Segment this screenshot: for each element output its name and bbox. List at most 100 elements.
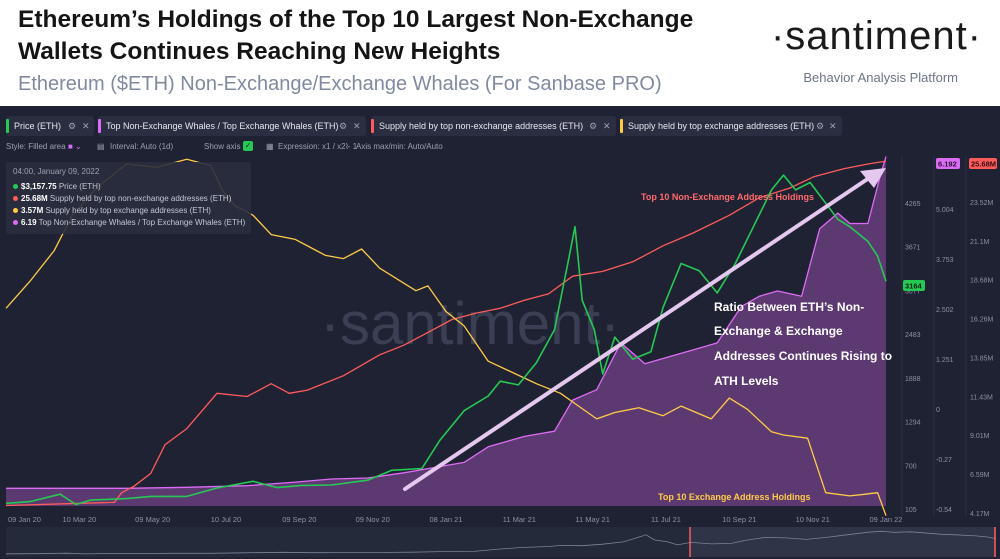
y-tick-label: 9.01M [970, 433, 990, 440]
legend-item-non-exchange[interactable]: Supply held by top non-exchange addresse… [371, 116, 616, 136]
non-exchange-supply-line [5, 160, 887, 507]
settings-icon[interactable]: ⚙ [68, 121, 77, 131]
x-tick-label: 10 Jul 20 [211, 515, 241, 524]
santiment-logo: ·santiment· [770, 14, 982, 58]
price-badge: 3164 [905, 282, 923, 291]
tooltip-label: Supply held by top non-exchange addresse… [49, 194, 232, 203]
tooltip-label: Price (ETH) [58, 182, 101, 191]
y-tick-label: 16.26M [970, 317, 994, 324]
tooltip-value: $3,157.75 [21, 182, 57, 191]
y-tick-label: 3.753 [936, 257, 954, 264]
tooltip-label: Supply held by top exchange addresses (E… [45, 206, 211, 215]
y-tick-label: 105 [905, 507, 917, 514]
chart-toolbar: Style: Filled area ■ ⌄ ▤ Interval: Auto … [0, 139, 1000, 155]
tooltip-box: 04:00, January 09, 2022 $3,157.75 Price … [6, 162, 251, 234]
exchange-annotation: Top 10 Exchange Address Holdings [658, 492, 811, 502]
y-tick-label: 5.004 [936, 207, 954, 214]
color-swatch-icon[interactable]: ■ ⌄ [68, 142, 82, 151]
legend-label-price: Price (ETH) [14, 121, 61, 131]
y-tick-label: 18.68M [970, 278, 994, 285]
settings-icon[interactable]: ⚙ [816, 121, 825, 131]
ratio-line [6, 156, 887, 489]
x-tick-label: 09 Sep 20 [282, 515, 316, 524]
y-tick-label: 11.43M [970, 394, 993, 401]
x-tick-label: 11 Jul 21 [651, 515, 681, 524]
legend-item-exchange[interactable]: Supply held by top exchange addresses (E… [620, 116, 842, 136]
ratio-annotation-line-4: ATH Levels [714, 374, 779, 388]
y-tick-label: 3077 [905, 288, 921, 295]
x-tick-label: 10 Nov 21 [796, 515, 830, 524]
show-axis-checkbox[interactable]: ✓ [243, 141, 253, 151]
ratio-badge: 6.192 [938, 160, 957, 169]
tooltip-dot [13, 208, 18, 214]
legend-swatch-non-exchange [371, 119, 374, 133]
chart-subtitle: Ethereum ($ETH) Non-Exchange/Exchange Wh… [18, 73, 662, 95]
settings-icon[interactable]: ⚙ [589, 121, 598, 131]
chart-panel: ·santiment· 09 Jan 20 10 Mar 20 09 May 20 10… [0, 106, 1000, 559]
style-selector[interactable]: Style: Filled area [6, 142, 66, 151]
tooltip-value: 3.57M [21, 206, 44, 215]
legend-label-non-exchange: Supply held by top non-exchange addresse… [379, 121, 584, 131]
trend-arrowhead [860, 168, 886, 188]
chart-title-line-2: Wallets Continues Reaching New Heights [18, 38, 501, 65]
tooltip-date: 04:00, January 09, 2022 [13, 167, 100, 176]
chart-header: Ethereum’s Holdings of the Top 10 Larges… [0, 0, 1000, 106]
tooltip-value: 6.19 [21, 218, 37, 227]
ratio-annotation-line-1: Ratio Between ETH’s Non- [714, 300, 865, 314]
tooltip-row: 25.68M Supply held by top non-exchange a… [13, 194, 231, 203]
y-tick-label: 2483 [905, 332, 921, 339]
y-tick-label: -0.54 [936, 507, 952, 514]
x-tick-label: 10 Sep 21 [722, 515, 756, 524]
y-tick-label: 13.85M [970, 355, 994, 362]
navigator-window [690, 527, 996, 557]
legend-swatch-exchange [620, 119, 623, 133]
y-tick-label: 2.502 [936, 307, 954, 314]
y-tick-label: 6.59M [970, 472, 990, 479]
x-tick-label: 09 May 20 [135, 515, 170, 524]
x-tick-label: 09 Jan 22 [870, 515, 903, 524]
legend-item-ratio[interactable]: Top Non-Exchange Whales / Top Exchange W… [98, 116, 366, 136]
tooltip-row: 6.19 Top Non-Exchange Whales / Top Excha… [13, 218, 245, 227]
settings-icon[interactable]: ⚙ [339, 121, 348, 131]
legend-item-price[interactable]: Price (ETH) ⚙ ✕ [6, 116, 94, 136]
close-icon[interactable]: ✕ [82, 121, 90, 131]
show-axis-label: Show axis [204, 142, 241, 151]
legend-swatch-price [6, 119, 9, 133]
x-tick-label: 08 Jan 21 [430, 515, 463, 524]
axis-minmax-selector[interactable]: Axis max/min: Auto/Auto [356, 142, 443, 151]
y-tick-label: 4.17M [970, 511, 990, 518]
expression-icon: ▦ [266, 142, 274, 151]
y-tick-label: 700 [905, 463, 917, 470]
expression-selector[interactable]: Expression: x1 / x2 - 1 [278, 142, 358, 151]
y-tick-label: 4265 [905, 201, 921, 208]
interval-selector[interactable]: Interval: Auto (1d) [110, 142, 174, 151]
y-tick-label: 3671 [905, 245, 921, 252]
tooltip-dot [13, 184, 18, 190]
tooltip-label: Top Non-Exchange Whales / Top Exchange W… [38, 218, 246, 227]
ratio-annotation-line-2: Exchange & Exchange [714, 324, 843, 338]
price-badge-bg [903, 280, 925, 291]
tooltip-value: 25.68M [21, 194, 48, 203]
trend-arrow [403, 174, 874, 491]
x-tick-label: 09 Jan 20 [8, 515, 41, 524]
y-tick-label: 1888 [905, 376, 921, 383]
close-icon[interactable]: ✕ [353, 121, 361, 131]
axis-icon: ⌇ [345, 142, 349, 151]
tooltip-dot [13, 220, 18, 226]
interval-icon: ▤ [97, 142, 105, 151]
x-tick-label: 11 May 21 [575, 515, 609, 524]
legend-label-exchange: Supply held by top exchange addresses (E… [628, 121, 815, 131]
santiment-watermark: ·santiment· [320, 290, 620, 357]
price-line [5, 174, 887, 506]
tooltip-row: 3.57M Supply held by top exchange addres… [13, 206, 211, 215]
ratio-badge-bg [936, 158, 960, 169]
ratio-annotation-line-3: Addresses Continues Rising to [714, 349, 893, 363]
non-exchange-annotation: Top 10 Non-Exchange Address Holdings [641, 192, 815, 202]
y-tick-label: 1294 [905, 420, 921, 427]
close-icon[interactable]: ✕ [603, 121, 611, 131]
supply-badge: 25.68M [971, 160, 996, 169]
legend-bar: Price (ETH) ⚙ ✕ Top Non-Exchange Whales … [0, 116, 1000, 138]
y-tick-label: 23.52M [970, 200, 994, 207]
close-icon[interactable]: ✕ [829, 121, 837, 131]
y-tick-label: 0 [936, 407, 940, 414]
